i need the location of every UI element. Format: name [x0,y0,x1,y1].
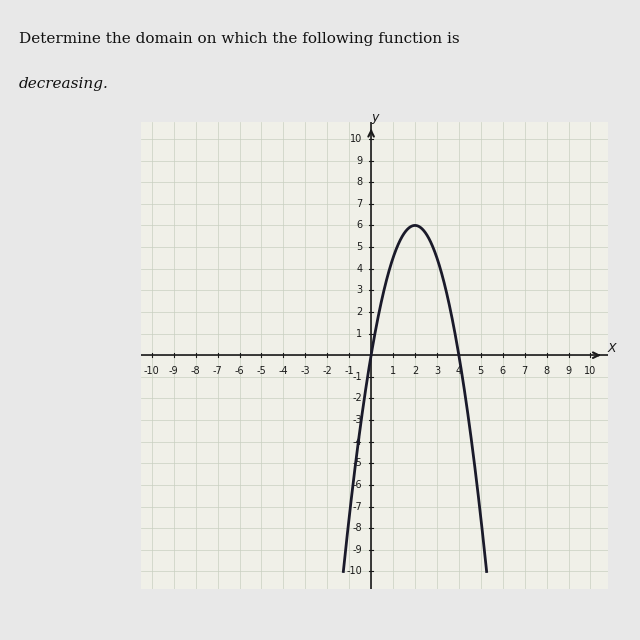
Text: -10: -10 [347,566,362,577]
Text: 5: 5 [477,366,484,376]
Text: -2: -2 [353,394,362,403]
Text: -3: -3 [353,415,362,425]
Text: 3: 3 [356,285,362,295]
Text: 7: 7 [356,199,362,209]
Text: -2: -2 [323,366,332,376]
Text: 5: 5 [356,242,362,252]
Text: -10: -10 [144,366,159,376]
Text: -1: -1 [344,366,354,376]
Text: 7: 7 [522,366,528,376]
Text: 4: 4 [456,366,462,376]
Text: 9: 9 [356,156,362,166]
Text: 6: 6 [356,220,362,230]
Text: 2: 2 [356,307,362,317]
Text: 1: 1 [356,328,362,339]
Text: -9: -9 [169,366,179,376]
Text: 4: 4 [356,264,362,274]
Text: -5: -5 [257,366,266,376]
Text: -8: -8 [353,524,362,533]
Text: -4: -4 [278,366,288,376]
Text: 9: 9 [566,366,572,376]
Text: -5: -5 [353,458,362,468]
Text: 6: 6 [500,366,506,376]
Text: 8: 8 [543,366,550,376]
Text: -7: -7 [212,366,223,376]
Text: -4: -4 [353,436,362,447]
Text: decreasing.: decreasing. [19,77,109,91]
Text: -8: -8 [191,366,200,376]
Text: 3: 3 [434,366,440,376]
Text: 8: 8 [356,177,362,187]
Text: -9: -9 [353,545,362,555]
Text: -6: -6 [353,480,362,490]
Text: Determine the domain on which the following function is: Determine the domain on which the follow… [19,32,460,46]
Text: 1: 1 [390,366,396,376]
Text: 10: 10 [350,134,362,144]
Text: -7: -7 [353,502,362,511]
Text: 10: 10 [584,366,596,376]
Text: -6: -6 [235,366,244,376]
Text: y: y [372,111,379,124]
Text: 2: 2 [412,366,418,376]
Text: X: X [608,342,616,355]
Text: -3: -3 [301,366,310,376]
Text: -1: -1 [353,372,362,382]
